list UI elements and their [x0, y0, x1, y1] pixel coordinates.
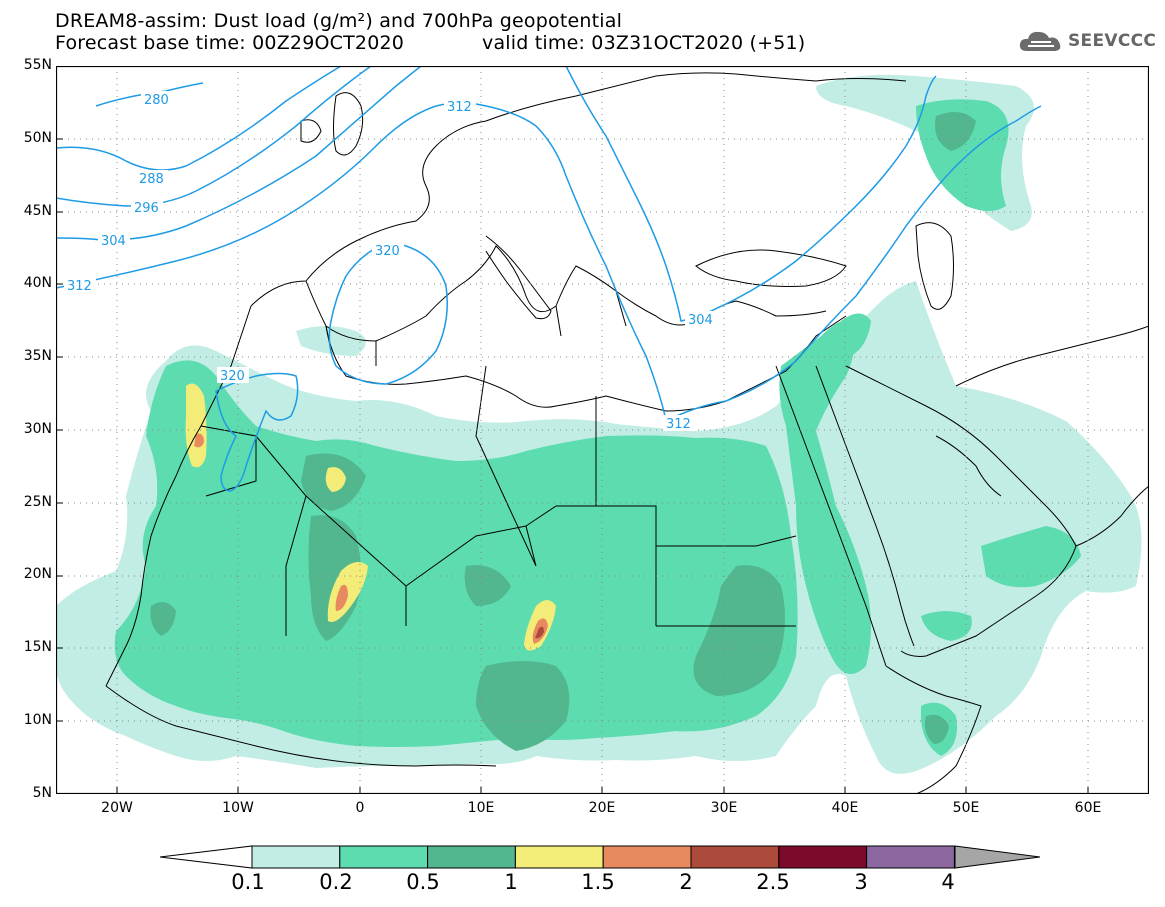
colorbar-cell-3 [866, 845, 955, 869]
logo-text: SEEVCCC [1068, 31, 1157, 51]
colorbar-cell-0.1 [251, 845, 341, 869]
colorbar-arrow-high [954, 845, 1040, 869]
contour-296 [56, 66, 372, 207]
lon-label-30e: 30E [710, 800, 738, 816]
lat-label-25n: 25N [23, 494, 52, 510]
colorbar-label-1: 1 [504, 870, 518, 894]
chart-title: DREAM8-assim: Dust load (g/m²) and 700hP… [55, 10, 623, 32]
lat-label-30n: 30N [23, 421, 52, 437]
base-time-label: Forecast base time: 00Z29OCT2020 [55, 32, 405, 54]
lon-label-50e: 50E [952, 800, 980, 816]
chart-subtitle: Forecast base time: 00Z29OCT2020 valid ti… [55, 32, 805, 54]
colorbar-arrow-low [160, 845, 253, 869]
lat-label-10n: 10N [23, 712, 52, 728]
contour-320-west [215, 372, 299, 492]
lon-label-60e: 60E [1074, 800, 1102, 816]
colorbar-label-4: 4 [941, 870, 955, 894]
colorbar-cell-2.5 [778, 845, 868, 869]
gridlines [56, 66, 1149, 794]
lat-label-55n: 55N [23, 57, 52, 73]
contour-304-east [565, 66, 937, 322]
colorbar [160, 845, 1040, 869]
colorbar-label-0.1: 0.1 [231, 870, 265, 894]
lat-label-20n: 20N [23, 566, 52, 582]
colorbar-label-2: 2 [679, 870, 693, 894]
axis-ticks [56, 138, 1089, 794]
colorbar-cell-2 [690, 845, 780, 869]
lat-label-15n: 15N [23, 639, 52, 655]
lon-label-0: 0 [355, 800, 365, 816]
contour-288 [56, 66, 342, 171]
contour-label-280: 280 [144, 93, 169, 108]
colorbar-label-2.5: 2.5 [756, 870, 790, 894]
dust-load-map: 280 288 296 304 312 312 320 320 304 312 [56, 66, 1149, 794]
seevccc-logo: SEEVCCC [1018, 24, 1156, 58]
contour-label-320-loop: 320 [375, 244, 400, 259]
colorbar-label-0.2: 0.2 [319, 870, 353, 894]
cloud-logo-icon [1019, 31, 1061, 51]
lon-label-10w: 10W [222, 800, 254, 816]
contour-320-loop [328, 243, 448, 385]
lon-label-40e: 40E [831, 800, 859, 816]
contour-label-304-west: 304 [101, 234, 126, 249]
lon-label-10e: 10E [467, 800, 495, 816]
contour-label-312-north: 312 [447, 100, 472, 115]
colorbar-cell-0.2 [339, 845, 429, 869]
colorbar-cell-0.5 [427, 845, 516, 869]
dust-layer-2 [535, 626, 544, 639]
contour-label-312-west: 312 [67, 279, 92, 294]
lat-label-5n: 5N [32, 785, 52, 801]
colorbar-label-0.5: 0.5 [406, 870, 440, 894]
lat-label-40n: 40N [23, 275, 52, 291]
contour-label-296: 296 [134, 201, 159, 216]
valid-time-label: valid time: 03Z31OCT2020 (+51) [482, 32, 806, 54]
contour-312-east [665, 105, 1042, 422]
contour-label-288: 288 [139, 172, 164, 187]
lon-label-20w: 20W [101, 800, 133, 816]
colorbar-cell-1.5 [602, 845, 692, 869]
lat-label-50n: 50N [23, 130, 52, 146]
contour-label-304-east: 304 [688, 313, 713, 328]
colorbar-cell-1 [514, 845, 604, 869]
lon-label-20e: 20E [588, 800, 616, 816]
contour-labels: 280 288 296 304 312 312 320 320 304 312 [64, 91, 717, 432]
contour-label-312-south: 312 [666, 417, 691, 432]
colorbar-label-3: 3 [854, 870, 868, 894]
lat-label-45n: 45N [23, 203, 52, 219]
colorbar-label-1.5: 1.5 [581, 870, 615, 894]
contour-label-320-west: 320 [220, 369, 245, 384]
lat-label-35n: 35N [23, 348, 52, 364]
